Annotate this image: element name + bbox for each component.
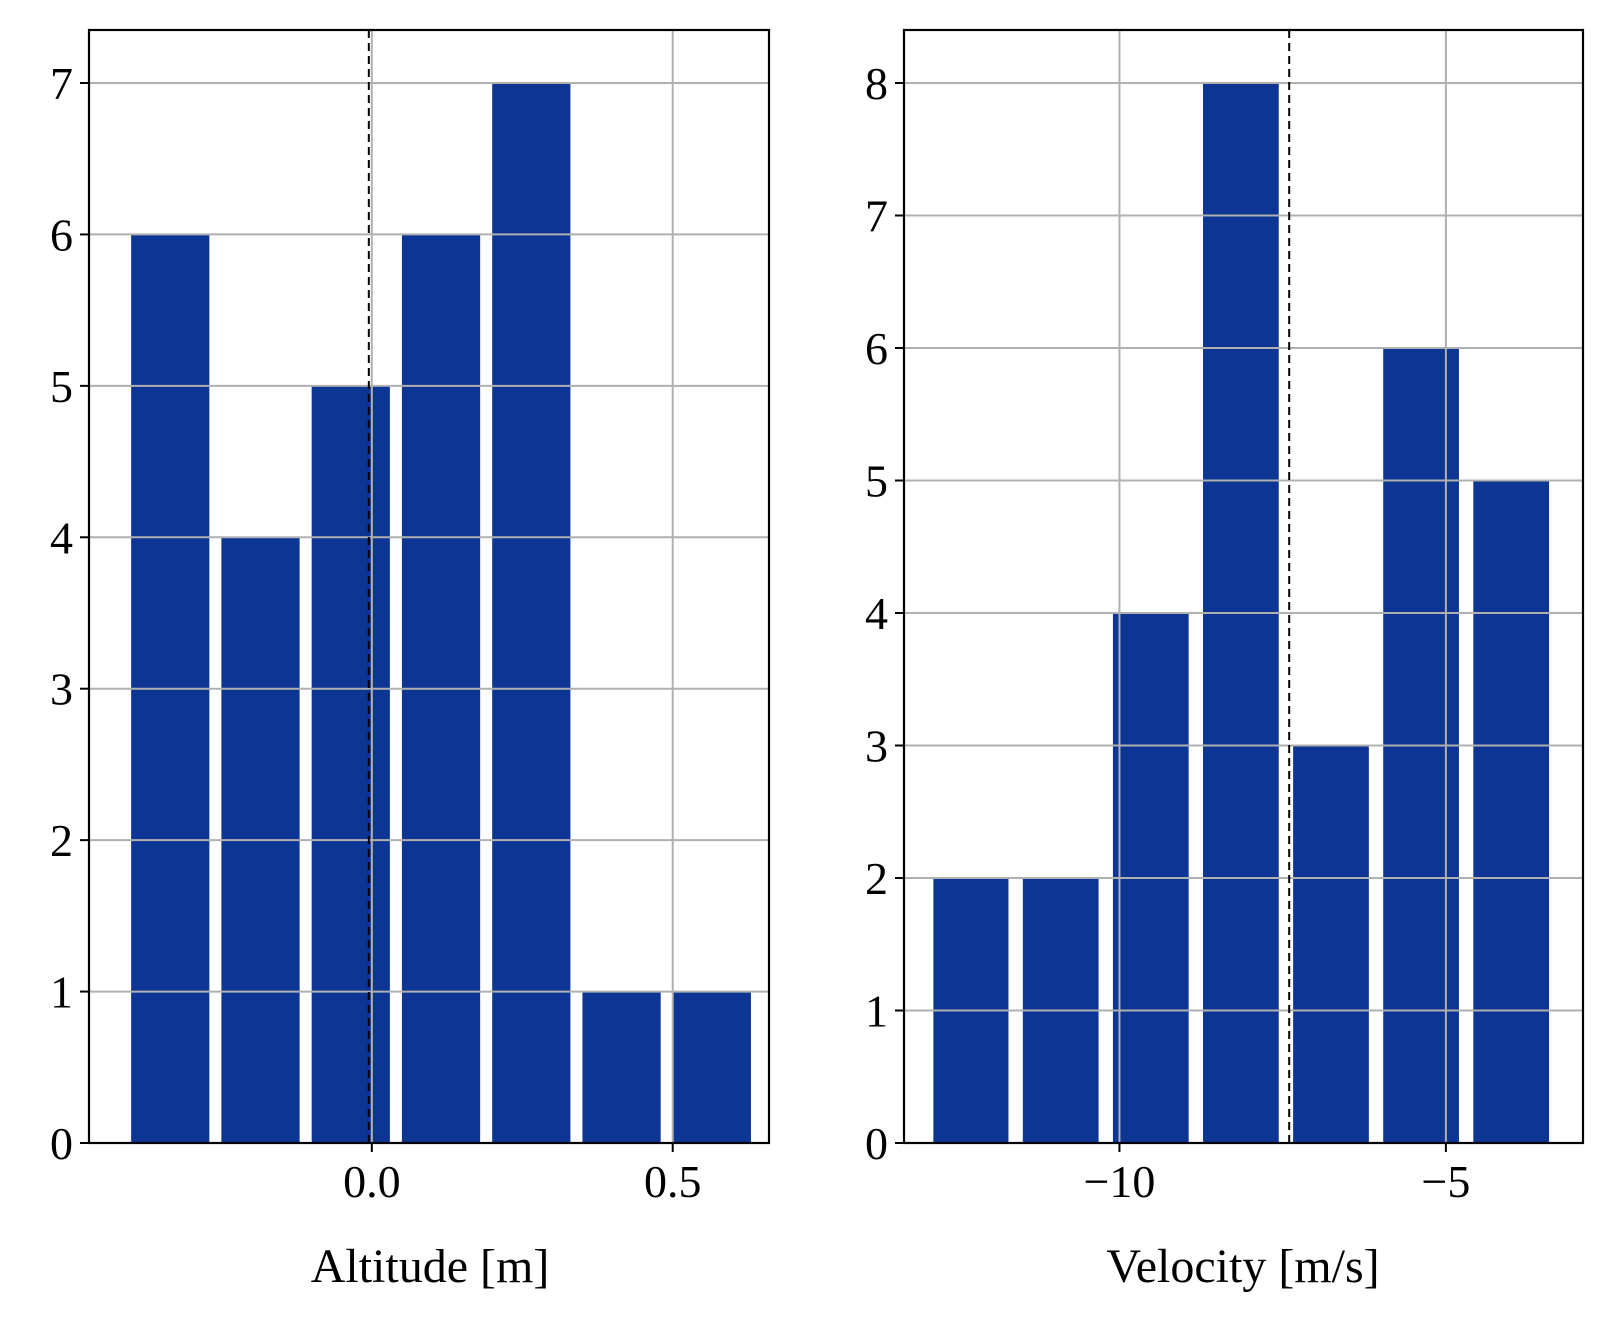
altitude-histogram-panel: Altitude [m] 0 1 2 3 4 5 6 7 0.0 0.5 — [50, 28, 771, 1293]
altitude-bar-2 — [311, 385, 390, 1143]
velocity-y-tick-label-0: 0 — [865, 1118, 888, 1169]
altitude-bar-5 — [582, 991, 661, 1143]
altitude-y-tick-label-4: 4 — [50, 512, 73, 563]
altitude-axes-frame — [87, 28, 771, 1145]
altitude-bar-4 — [492, 83, 571, 1143]
velocity-y-tick-label-8: 8 — [865, 58, 888, 109]
velocity-y-tick-label-3: 3 — [865, 721, 888, 772]
velocity-y-tick-label-5: 5 — [865, 456, 888, 507]
velocity-y-tick-label-1: 1 — [865, 986, 888, 1037]
velocity-y-tick-label-6: 6 — [865, 323, 888, 374]
velocity-y-tick-label-4: 4 — [865, 588, 888, 639]
velocity-bar-4 — [1293, 745, 1369, 1143]
altitude-y-tick-label-0: 0 — [50, 1118, 73, 1169]
velocity-x-axis-label: Velocity [m/s] — [1106, 1240, 1379, 1293]
altitude-y-tick-label-6: 6 — [50, 209, 73, 260]
velocity-histogram-panel: Velocity [m/s] 0 1 2 3 4 5 6 7 8 −10 −5 — [865, 28, 1585, 1293]
altitude-y-tick-label-7: 7 — [50, 58, 73, 109]
velocity-bar-6 — [1473, 480, 1550, 1143]
altitude-x-tick-label-0: 0.0 — [343, 1156, 401, 1207]
altitude-y-tick-label-3: 3 — [50, 664, 73, 715]
altitude-x-tick-label-1: 0.5 — [644, 1156, 702, 1207]
velocity-axes-frame — [902, 28, 1585, 1145]
velocity-x-tick-label-0: −10 — [1083, 1156, 1155, 1207]
altitude-x-axis-label: Altitude [m] — [311, 1240, 550, 1293]
velocity-y-tick-label-7: 7 — [865, 191, 888, 242]
altitude-y-tick-label-5: 5 — [50, 361, 73, 412]
altitude-y-tick-label-2: 2 — [50, 815, 73, 866]
altitude-bar-6 — [672, 991, 751, 1143]
altitude-y-tick-label-1: 1 — [50, 967, 73, 1018]
velocity-y-tick-label-2: 2 — [865, 853, 888, 904]
velocity-x-tick-label-1: −5 — [1421, 1156, 1470, 1207]
